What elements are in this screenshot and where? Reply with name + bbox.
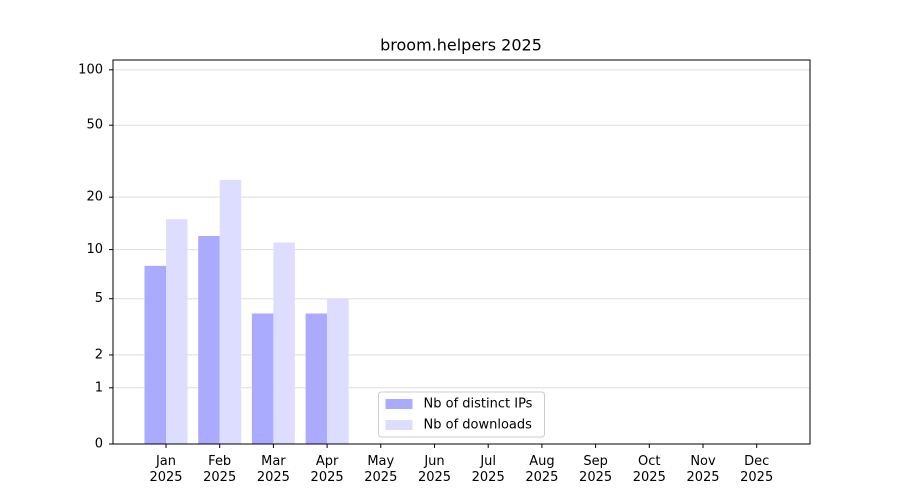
y-tick-label: 20 [86, 190, 103, 205]
bar [305, 313, 328, 444]
bar [166, 219, 188, 444]
x-tick-label: Aug 2025 [525, 454, 558, 485]
x-tick-label: Nov 2025 [686, 454, 719, 485]
y-tick-label: 10 [86, 242, 103, 257]
x-tick-label: Oct 2025 [633, 454, 666, 485]
x-tick-label: Jun 2025 [418, 454, 451, 485]
x-tick-label: Feb 2025 [203, 454, 236, 485]
y-tick-label: 2 [95, 347, 103, 362]
y-tick-label: 5 [95, 291, 103, 306]
y-tick-label: 0 [95, 437, 103, 452]
legend-label: Nb of distinct IPs [424, 397, 533, 412]
x-tick-label: May 2025 [364, 454, 397, 485]
bar [219, 179, 242, 445]
x-tick-label: Jan 2025 [149, 454, 182, 485]
legend-label: Nb of downloads [424, 418, 533, 433]
legend-frame [378, 391, 545, 438]
legend-swatch [385, 399, 413, 409]
y-tick-label: 1 [95, 380, 103, 395]
bar [327, 298, 349, 444]
x-tick-label: Apr 2025 [311, 454, 344, 485]
plot-frame [112, 59, 811, 445]
x-tick-label: Mar 2025 [257, 454, 290, 485]
chart-title: broom.helpers 2025 [380, 36, 542, 55]
x-tick-label: Jul 2025 [472, 454, 505, 485]
legend: Nb of distinct IPs Nb of downloads [378, 391, 545, 438]
x-tick-label: Dec 2025 [740, 454, 773, 485]
legend-swatch [385, 420, 413, 430]
x-tick-label: Sep 2025 [579, 454, 612, 485]
bar [198, 236, 220, 444]
y-tick-label: 50 [86, 118, 103, 133]
bar [144, 265, 166, 444]
bar [251, 313, 274, 444]
y-tick-label: 100 [78, 62, 103, 77]
bar [273, 242, 295, 444]
